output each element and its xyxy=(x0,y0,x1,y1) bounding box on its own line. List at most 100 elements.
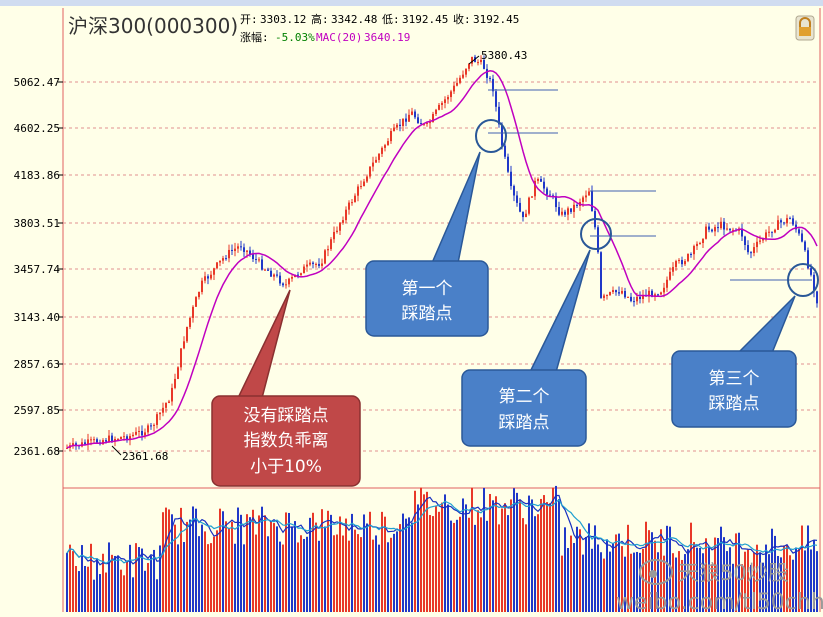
candle-body xyxy=(84,442,86,445)
candle-body xyxy=(798,229,800,234)
candle-body xyxy=(456,82,458,86)
candle-body xyxy=(300,273,302,275)
candle-body xyxy=(114,438,116,442)
candle-body xyxy=(321,263,323,266)
candle-body xyxy=(774,229,776,233)
volume-bar xyxy=(339,516,341,612)
volume-bar xyxy=(597,544,599,612)
open-value: 3303.12 xyxy=(260,13,306,26)
volume-bar xyxy=(276,526,278,612)
y-tick-label: 5062.47 xyxy=(14,76,60,89)
volume-bar xyxy=(639,552,641,612)
volume-bar xyxy=(210,543,212,612)
volume-bar xyxy=(729,547,731,612)
volume-bar xyxy=(189,519,191,612)
candle-body xyxy=(384,145,386,148)
candle-body xyxy=(669,271,671,280)
volume-bar xyxy=(693,542,695,612)
candle-body xyxy=(486,68,488,78)
candle-body xyxy=(762,238,764,241)
candle-body xyxy=(90,439,92,441)
volume-bar xyxy=(156,579,158,612)
volume-bar xyxy=(174,524,176,612)
candle-body xyxy=(570,208,572,212)
volume-bar xyxy=(582,554,584,612)
candle-body xyxy=(525,213,527,218)
volume-bar xyxy=(108,542,110,612)
volume-bar xyxy=(666,525,668,612)
candle-body xyxy=(279,275,281,284)
candle-body xyxy=(426,122,428,124)
volume-bar xyxy=(558,499,560,612)
volume-bar xyxy=(183,542,185,612)
volume-bar xyxy=(318,540,320,612)
candle-body xyxy=(237,246,239,249)
change-value: -5.03% xyxy=(275,31,315,44)
candle-body xyxy=(630,296,632,302)
volume-bar xyxy=(162,512,164,612)
lock-icon[interactable] xyxy=(795,15,815,41)
volume-bar xyxy=(405,518,407,612)
volume-bar xyxy=(354,529,356,612)
volume-bar xyxy=(213,536,215,612)
callout-no-trampling: 没有踩踏点 指数负乖离 小于10% xyxy=(211,289,361,487)
volume-bar xyxy=(297,542,299,612)
candle-body xyxy=(561,211,563,215)
price-panel xyxy=(62,8,821,612)
callout-first: 第一个 踩踏点 xyxy=(365,151,489,337)
volume-bar xyxy=(513,488,515,612)
volume-bar xyxy=(390,537,392,612)
candle-body xyxy=(123,436,125,438)
y-tick-label: 4183.86 xyxy=(14,169,60,182)
candle-body xyxy=(804,241,806,251)
volume-bar xyxy=(678,551,680,612)
candle-body xyxy=(243,247,245,252)
candle-body xyxy=(378,153,380,160)
volume-bar xyxy=(357,534,359,612)
volume-bar xyxy=(744,551,746,612)
candle-body xyxy=(660,292,662,295)
candle-body xyxy=(225,258,227,260)
candle-body xyxy=(777,220,779,230)
candle-body xyxy=(309,262,311,265)
candle-body xyxy=(684,261,686,265)
volume-bar xyxy=(195,508,197,612)
candle-body xyxy=(180,348,182,368)
volume-bar xyxy=(477,510,479,612)
candle-body xyxy=(318,263,320,266)
volume-bar xyxy=(540,498,542,612)
volume-bar xyxy=(264,515,266,612)
volume-bar xyxy=(141,548,143,612)
volume-bar xyxy=(147,562,149,612)
candle-body xyxy=(591,191,593,212)
candle-body xyxy=(567,208,569,215)
candle-body xyxy=(402,118,404,127)
candle-body xyxy=(585,195,587,198)
candle-body xyxy=(714,227,716,232)
volume-bar xyxy=(216,530,218,612)
volume-bar xyxy=(93,579,95,612)
volume-bar xyxy=(237,507,239,612)
callout-third: 第三个 踩踏点 xyxy=(671,295,797,428)
volume-bar xyxy=(123,575,125,612)
volume-bar xyxy=(495,496,497,612)
volume-bar xyxy=(285,512,287,612)
candle-body xyxy=(615,290,617,293)
volume-bar xyxy=(69,544,71,612)
volume-bar xyxy=(426,491,428,612)
candle-body xyxy=(288,278,290,285)
candle-body xyxy=(177,367,179,379)
candle-body xyxy=(657,294,659,296)
volume-bar xyxy=(453,522,455,612)
volume-bar xyxy=(180,507,182,612)
volume-bar xyxy=(222,511,224,612)
candle-body xyxy=(387,141,389,146)
candle-body xyxy=(600,252,602,298)
candle-body xyxy=(363,181,365,187)
callout-line: 没有踩踏点 xyxy=(244,406,329,426)
volume-bar xyxy=(306,536,308,612)
volume-bar xyxy=(435,506,437,612)
volume-bar xyxy=(732,563,734,612)
candle-body xyxy=(681,259,683,265)
candle-body xyxy=(108,435,110,442)
